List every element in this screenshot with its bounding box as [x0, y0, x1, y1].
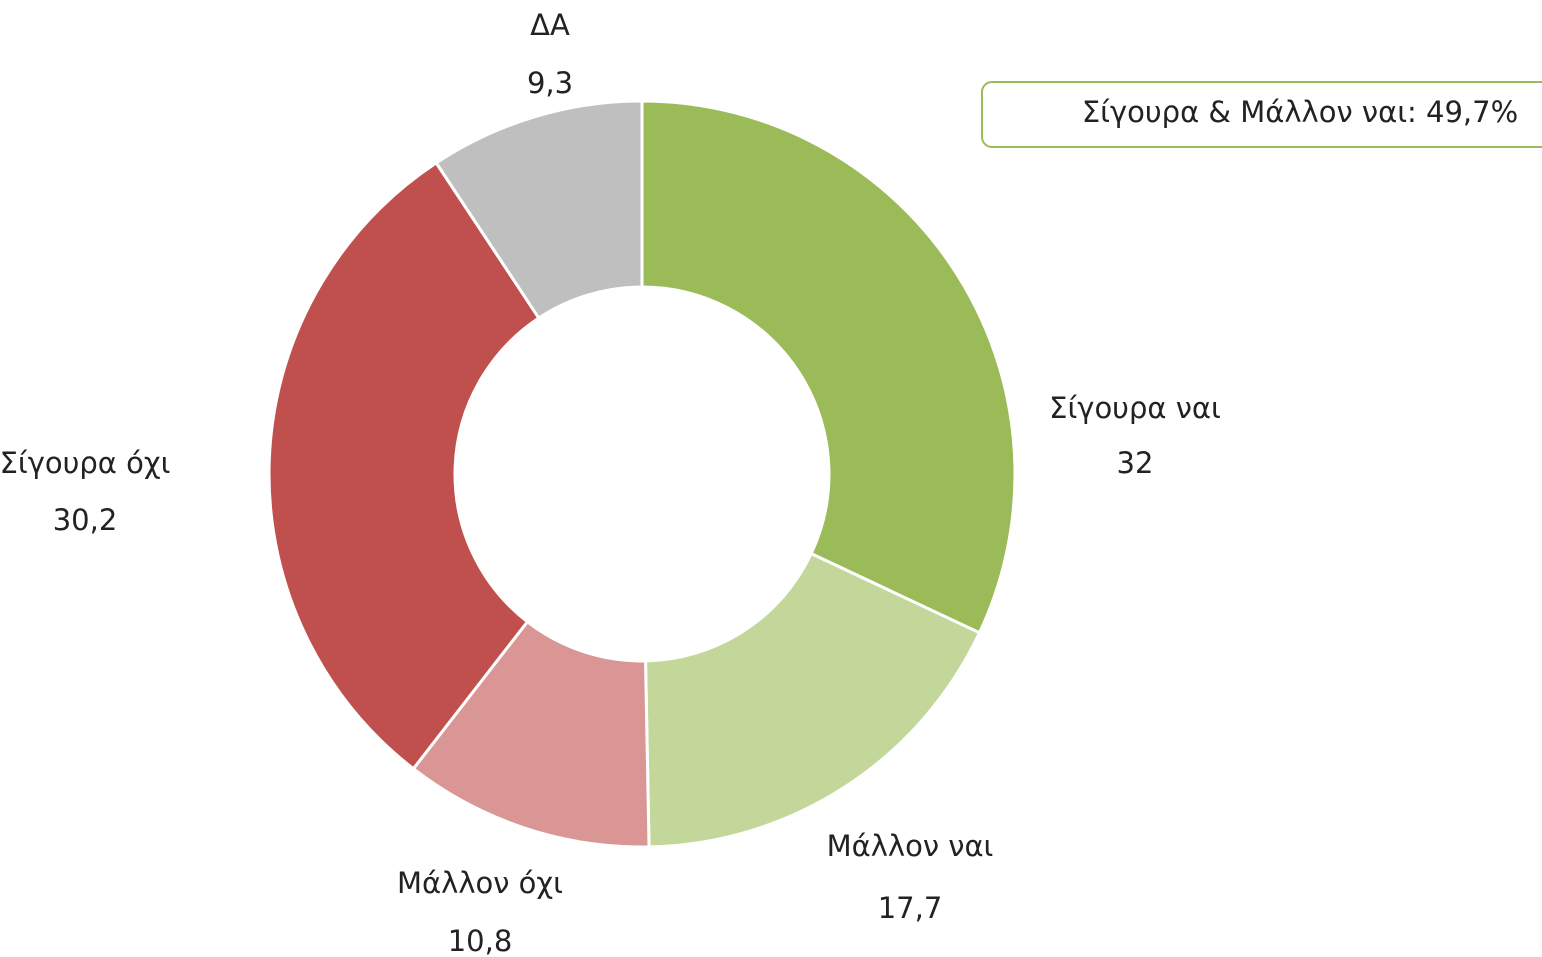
- value-label: 17,7: [878, 891, 943, 925]
- donut-slice: [434, 99, 644, 321]
- annotation-box: [981, 81, 1542, 148]
- value-label: 9,3: [527, 66, 573, 100]
- value-label: 10,8: [448, 924, 513, 957]
- category-label: Σίγουρα όχι: [0, 446, 170, 480]
- donut-slice: [643, 551, 982, 849]
- category-label: Μάλλον ναι: [827, 829, 994, 863]
- category-label: ΔΑ: [530, 8, 570, 42]
- annotation: Σίγουρα & Μάλλον ναι: 49,7%: [1082, 95, 1518, 129]
- value-label: 30,2: [53, 503, 118, 537]
- value-label: 32: [1117, 446, 1154, 480]
- donut-slice: [640, 99, 1017, 635]
- category-label: Σίγουρα ναι: [1049, 391, 1221, 425]
- category-label: Μάλλον όχι: [397, 866, 563, 900]
- donut-slice: [267, 160, 541, 771]
